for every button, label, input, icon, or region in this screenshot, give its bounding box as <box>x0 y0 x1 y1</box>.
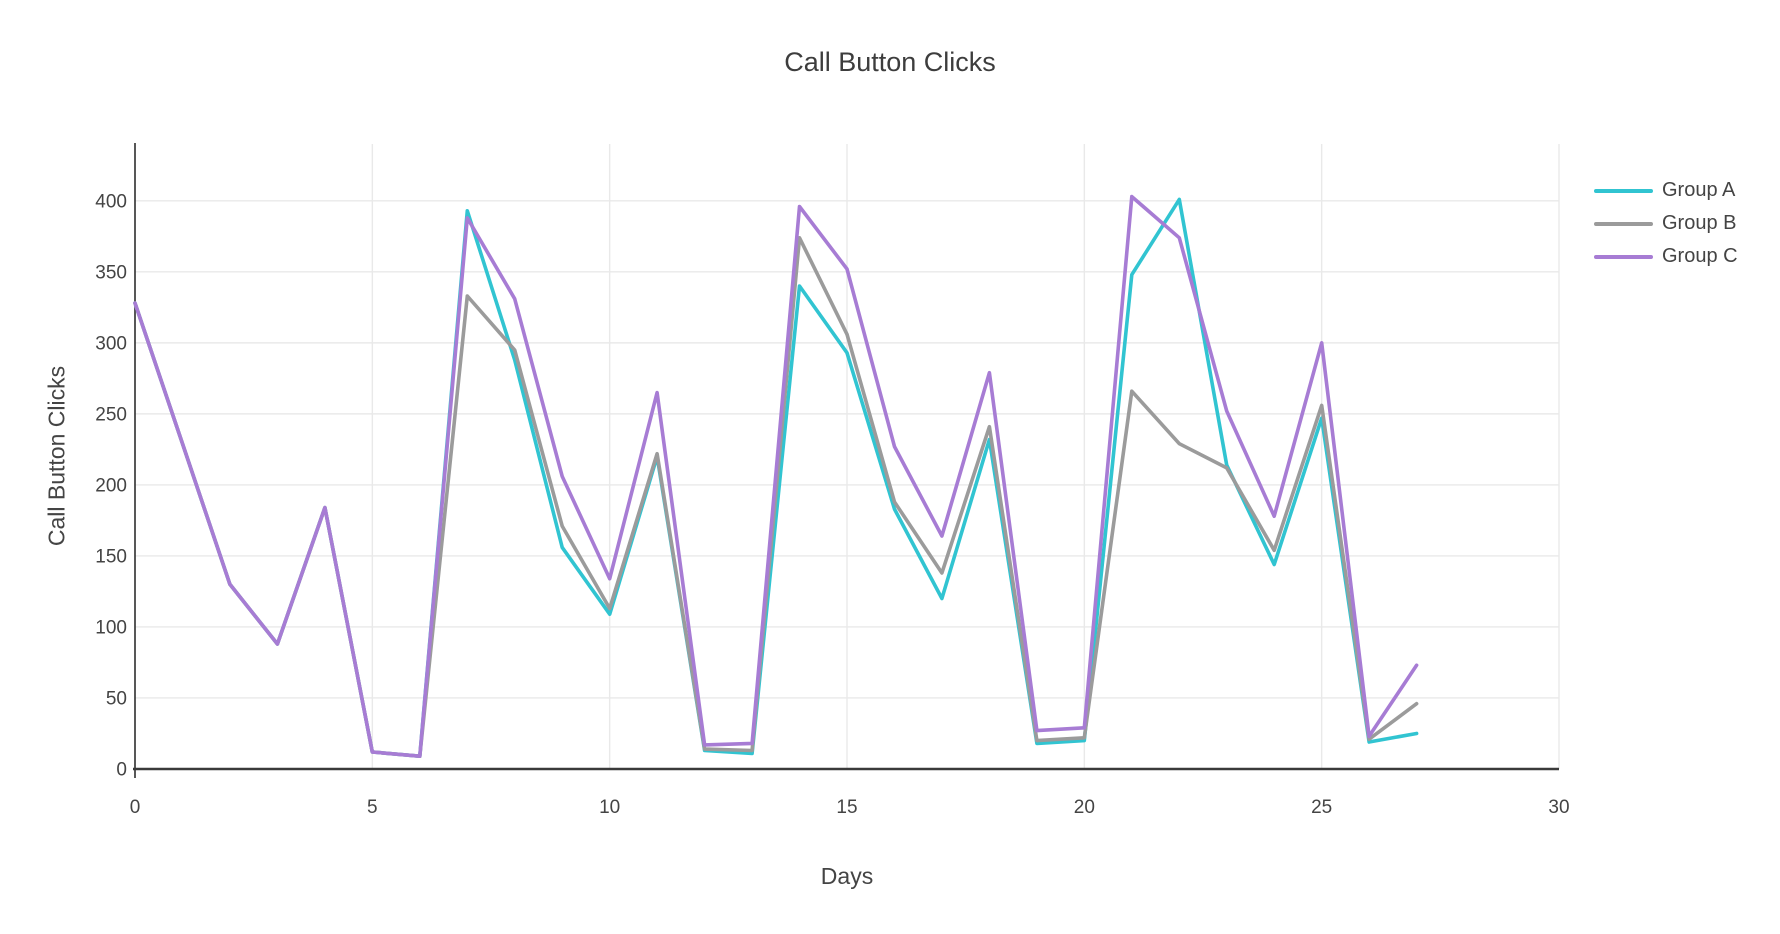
y-tick-label: 350 <box>95 262 127 283</box>
x-tick-label: 5 <box>367 797 378 818</box>
y-axis-title: Call Button Clicks <box>43 365 70 547</box>
y-tick-label: 150 <box>95 546 127 567</box>
legend-label: Group A <box>1662 179 1736 201</box>
legend-line-swatch <box>1594 188 1653 193</box>
series-line-group-b <box>133 236 1419 759</box>
legend-item-group-b[interactable]: Group B <box>1594 207 1738 240</box>
legend-label: Group B <box>1662 212 1737 234</box>
legend-label: Group C <box>1662 245 1738 267</box>
y-tick-label: 50 <box>106 688 127 709</box>
y-tick-label: 400 <box>95 191 127 212</box>
page-title: Call Button Clicks <box>784 47 996 77</box>
x-axis-title: Days <box>820 863 874 889</box>
y-tick-label: 250 <box>95 404 127 425</box>
x-tick-label: 15 <box>836 797 857 818</box>
legend-line-swatch <box>1594 254 1653 259</box>
y-tick-label: 0 <box>116 760 127 781</box>
x-tick-label: 25 <box>1311 797 1332 818</box>
legend: Group A Group B Group C <box>1594 174 1738 273</box>
y-tick-label: 200 <box>95 475 127 496</box>
y-tick-label: 300 <box>95 333 127 354</box>
legend-item-group-c[interactable]: Group C <box>1594 240 1738 273</box>
x-tick-label: 30 <box>1548 797 1569 818</box>
legend-line-swatch <box>1594 221 1653 226</box>
series-line-group-c <box>133 194 1419 759</box>
x-tick-label: 10 <box>599 797 620 818</box>
x-tick-label: 20 <box>1074 797 1095 818</box>
x-tick-label: 0 <box>130 797 141 818</box>
y-tick-label: 100 <box>95 617 127 638</box>
legend-item-group-a[interactable]: Group A <box>1594 174 1738 207</box>
